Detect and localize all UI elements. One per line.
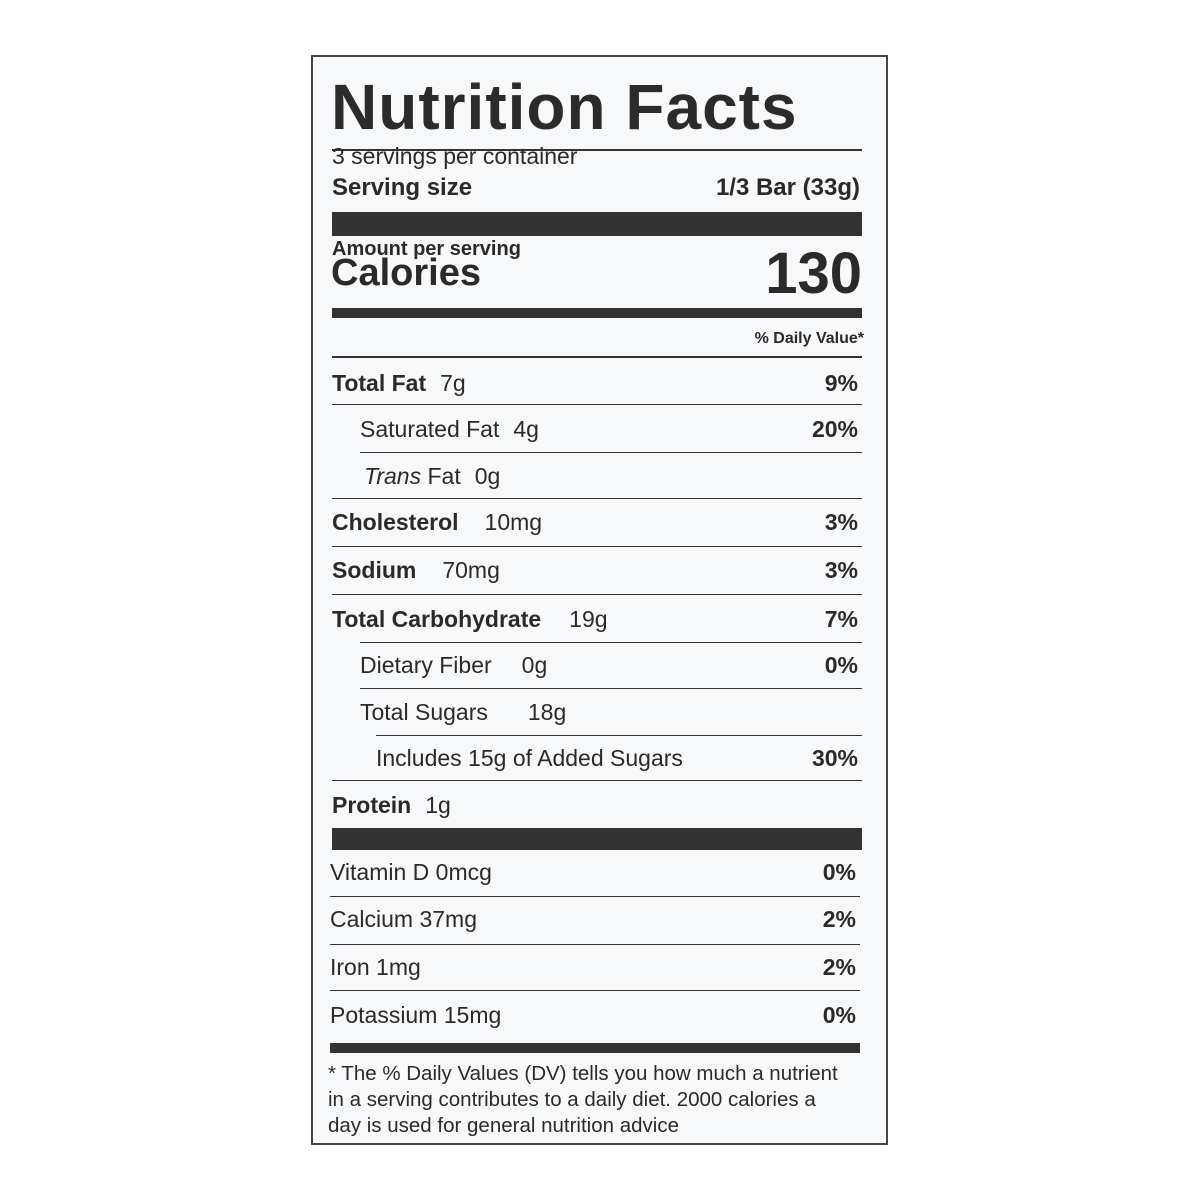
nutrient-dv: 9% bbox=[824, 370, 858, 396]
vitamin-row: Iron 1mg 2% bbox=[330, 952, 860, 982]
thick-divider bbox=[332, 212, 862, 236]
nutrient-name: Sodium bbox=[332, 557, 417, 583]
calories-label: Calories bbox=[331, 252, 481, 294]
label-title: Nutrition Facts bbox=[331, 71, 798, 143]
vitamin-dv: 0% bbox=[822, 859, 856, 885]
nutrient-row: Total Sugars 18g bbox=[332, 697, 862, 727]
divider bbox=[332, 149, 862, 151]
divider bbox=[330, 896, 860, 897]
nutrient-name: Total Carbohydrate bbox=[332, 606, 542, 632]
nutrient-row: Total Fat 7g 9% bbox=[332, 368, 862, 398]
divider bbox=[360, 642, 862, 643]
nutrient-amount: 10mg bbox=[484, 509, 543, 535]
nutrient-name: Cholesterol bbox=[332, 509, 459, 535]
vitamin-row: Vitamin D 0mcg 0% bbox=[330, 857, 860, 887]
nutrient-name: Total Fat bbox=[332, 370, 427, 396]
nutrient-row: Total Carbohydrate 19g 7% bbox=[332, 604, 862, 634]
nutrient-row: Includes 15g of Added Sugars 30% bbox=[332, 743, 862, 773]
nutrient-dv: 0% bbox=[824, 652, 858, 678]
nutrient-row: Dietary Fiber 0g 0% bbox=[332, 650, 862, 680]
nutrient-amount: 0g bbox=[474, 463, 501, 489]
nutrient-amount: 7g bbox=[440, 370, 466, 396]
serving-size-label: Serving size bbox=[332, 174, 473, 201]
nutrient-dv: 3% bbox=[824, 557, 858, 583]
nutrient-name: Protein bbox=[332, 792, 412, 818]
vitamin-dv: 0% bbox=[822, 1002, 856, 1028]
nutrient-amount: 0g bbox=[521, 652, 548, 678]
nutrient-row: Protein 1g bbox=[332, 790, 862, 820]
nutrient-dv: 3% bbox=[824, 509, 858, 535]
divider bbox=[330, 944, 860, 945]
nutrient-row: Sodium 70mg 3% bbox=[332, 555, 862, 585]
nutrient-name: Saturated Fat bbox=[360, 416, 500, 442]
divider bbox=[332, 356, 862, 358]
vitamin-dv: 2% bbox=[822, 954, 856, 980]
vitamin-dv: 2% bbox=[822, 906, 856, 932]
divider bbox=[332, 404, 862, 405]
divider bbox=[360, 688, 862, 689]
serving-size-value: 1/3 Bar (33g) bbox=[715, 174, 860, 201]
vitamin-name: Calcium 37mg bbox=[330, 906, 477, 932]
daily-value-header: % Daily Value* bbox=[754, 330, 864, 347]
divider bbox=[332, 780, 862, 781]
vitamin-name: Iron 1mg bbox=[330, 954, 421, 980]
nutrient-amount: 1g bbox=[425, 792, 451, 818]
nutrient-row: Trans Fat 0g bbox=[364, 463, 501, 489]
vitamin-name: Potassium 15mg bbox=[330, 1002, 502, 1028]
nutrient-amount: 19g bbox=[569, 606, 608, 632]
calories-value: 130 bbox=[765, 241, 862, 306]
servings-per-container: 3 servings per container bbox=[332, 143, 578, 169]
amount-per-serving: Amount per serving bbox=[332, 238, 521, 260]
vitamin-row: Calcium 37mg 2% bbox=[330, 904, 860, 934]
vitamin-name: Vitamin D 0mcg bbox=[330, 859, 492, 885]
nutrient-amount: 70mg bbox=[442, 557, 500, 583]
vitamin-row: Potassium 15mg 0% bbox=[330, 1000, 860, 1030]
footnote: * The % Daily Values (DV) tells you how … bbox=[328, 1062, 838, 1137]
nutrient-name: Dietary Fiber bbox=[360, 652, 492, 678]
thick-divider bbox=[332, 828, 862, 850]
nutrient-name: Total Sugars bbox=[360, 699, 488, 725]
nutrient-dv: 20% bbox=[811, 416, 858, 442]
nutrient-row: Saturated Fat 4g 20% bbox=[332, 414, 862, 444]
divider bbox=[332, 594, 862, 595]
divider bbox=[332, 498, 862, 499]
nutrient-dv: 7% bbox=[824, 606, 858, 632]
nutrient-name: Trans bbox=[364, 463, 422, 489]
thick-divider bbox=[330, 1043, 860, 1053]
thick-divider bbox=[332, 308, 862, 318]
nutrient-row: Cholesterol 10mg 3% bbox=[332, 507, 862, 537]
divider bbox=[360, 452, 862, 453]
nutrient-name: Includes 15g of Added Sugars bbox=[376, 745, 683, 771]
nutrient-dv: 30% bbox=[811, 745, 858, 771]
nutrient-amount: 4g bbox=[513, 416, 539, 442]
divider bbox=[330, 990, 860, 991]
divider bbox=[332, 546, 862, 547]
divider bbox=[376, 735, 862, 736]
nutrition-label bbox=[311, 55, 888, 1145]
nutrient-amount: 18g bbox=[527, 699, 567, 725]
